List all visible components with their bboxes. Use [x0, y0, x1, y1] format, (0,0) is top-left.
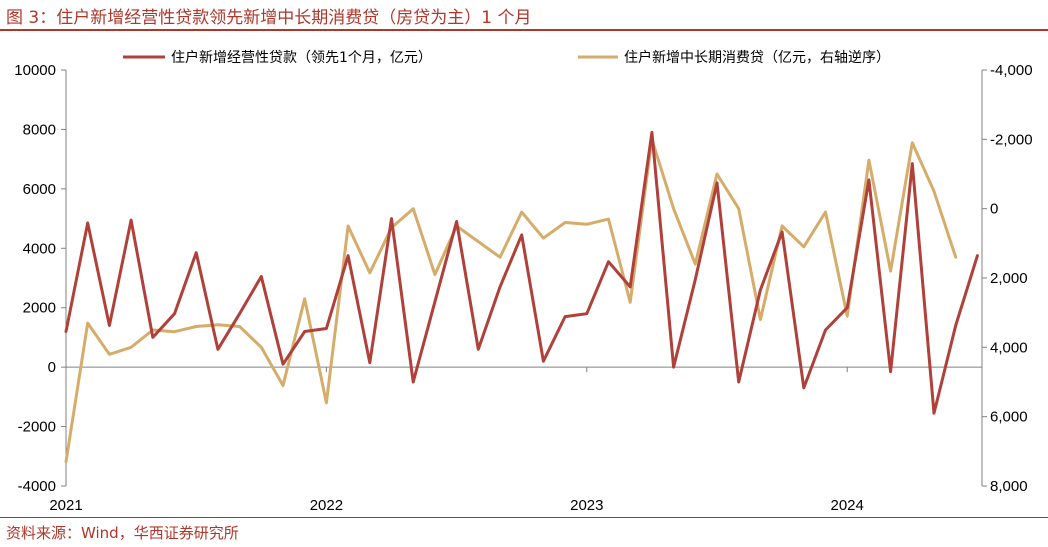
- left-axis-tick-label: 0: [48, 359, 56, 376]
- x-axis-tick-label: 2023: [570, 497, 603, 514]
- source-note: 资料来源：Wind，华西证券研究所: [6, 524, 239, 542]
- right-axis-tick-label: 0: [990, 201, 998, 218]
- left-axis-tick-label: -2000: [18, 419, 56, 436]
- right-axis-tick-label: -2,000: [990, 131, 1033, 148]
- right-axis-tick-label: 8,000: [990, 478, 1028, 495]
- legend-label: 住户新增经营性贷款（领先1个月，亿元）: [171, 49, 432, 66]
- figure-title: 图 3：住户新增经营性贷款领先新增中长期消费贷（房贷为主）1 个月: [6, 8, 532, 28]
- right-axis-tick-label: -4,000: [990, 62, 1033, 79]
- left-axis-tick-label: -4000: [18, 478, 56, 495]
- legend-label: 住户新增中长期消费贷（亿元，右轴逆序）: [624, 49, 890, 66]
- x-axis-tick-label: 2024: [831, 497, 864, 514]
- right-axis-tick-label: 4,000: [990, 339, 1028, 356]
- left-axis-tick-label: 10000: [14, 62, 56, 79]
- left-axis-tick-label: 2000: [23, 300, 56, 317]
- left-axis-tick-label: 6000: [23, 181, 56, 198]
- x-axis-tick-label: 2022: [310, 497, 343, 514]
- right-axis-tick-label: 6,000: [990, 409, 1028, 426]
- source-rule: [0, 517, 1048, 518]
- right-axis-tick-label: 2,000: [990, 270, 1028, 287]
- series-line-consumer-loans: [64, 137, 958, 464]
- title-rule: [0, 29, 1048, 31]
- left-axis-tick-label: 8000: [23, 121, 56, 138]
- left-axis-tick-label: 4000: [23, 240, 56, 257]
- x-axis-tick-label: 2021: [49, 497, 82, 514]
- series-line-business-loans: [64, 130, 979, 415]
